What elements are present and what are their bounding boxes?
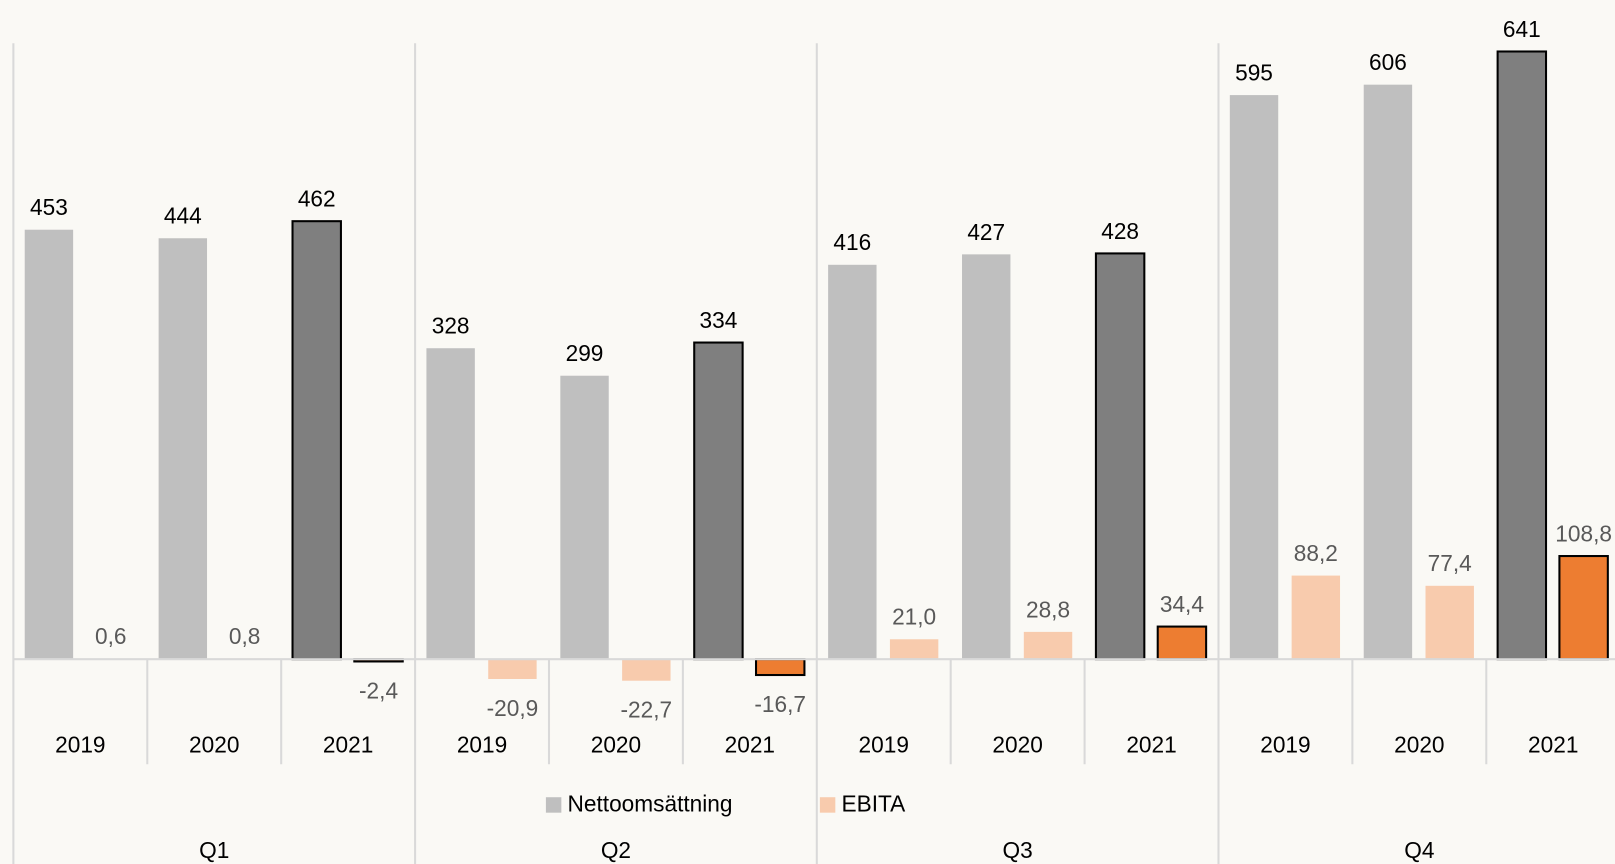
x-tick-label: 2019 <box>1260 732 1310 758</box>
legend-swatch <box>545 797 562 813</box>
bar <box>693 341 744 661</box>
x-tick-label: 2021 <box>725 732 775 758</box>
bar <box>622 659 671 681</box>
data-label: 416 <box>833 229 871 255</box>
x-tick-label: 2020 <box>189 732 239 758</box>
data-label: 453 <box>30 194 68 220</box>
bar <box>426 348 475 660</box>
bar <box>1363 84 1413 660</box>
group-label: Q4 <box>1404 837 1434 863</box>
data-label: 77,4 <box>1428 550 1472 576</box>
data-label: 28,8 <box>1026 596 1070 622</box>
plot: 453 444 462 328 299 334 416 427 428 595 606 641 0,6 0… <box>12 16 1615 864</box>
bar <box>1496 50 1548 661</box>
data-label: 428 <box>1101 218 1139 244</box>
legend-label: EBITA <box>842 790 907 816</box>
bar <box>1425 585 1474 660</box>
bar <box>560 375 609 660</box>
bar <box>488 659 537 680</box>
bar <box>889 639 939 660</box>
data-label: 462 <box>298 186 336 212</box>
bar <box>962 254 1011 660</box>
bar <box>291 220 342 661</box>
data-label: 0,6 <box>95 623 127 649</box>
data-label: 334 <box>700 307 738 333</box>
data-label: 0,8 <box>229 623 260 649</box>
x-tick-label: 2020 <box>1394 732 1444 758</box>
x-tick-label: 2020 <box>992 732 1042 758</box>
data-label: 328 <box>432 313 470 339</box>
bar <box>1229 95 1279 660</box>
data-label: 299 <box>566 340 604 366</box>
group-label: Q2 <box>601 837 631 863</box>
group-label: Q3 <box>1003 837 1033 863</box>
bar <box>1558 555 1609 661</box>
data-label: -2,4 <box>359 677 398 703</box>
bar <box>24 229 74 660</box>
bar <box>1023 631 1073 660</box>
x-tick-label: 2019 <box>457 732 507 758</box>
x-tick-label: 2019 <box>859 732 909 758</box>
bar <box>1156 625 1208 661</box>
x-tick-label: 2019 <box>55 732 105 758</box>
group-label: Q1 <box>199 837 229 863</box>
data-label: 427 <box>967 219 1005 245</box>
data-label: 606 <box>1369 49 1407 75</box>
legend-swatch <box>819 797 836 813</box>
x-tick-label: 2021 <box>323 732 373 758</box>
data-label: 88,2 <box>1294 540 1338 566</box>
x-tick-label: 2020 <box>591 732 641 758</box>
legend-label: Nettoomsättning <box>568 790 733 816</box>
x-tick-label: 2021 <box>1528 732 1578 758</box>
data-label: 641 <box>1503 16 1541 42</box>
bar <box>158 238 208 660</box>
bar <box>1291 575 1341 660</box>
data-label: 34,4 <box>1160 591 1204 617</box>
data-label: 21,0 <box>892 604 936 630</box>
x-tick-label: 2021 <box>1126 732 1176 758</box>
data-label: -22,7 <box>621 697 673 723</box>
data-label: 595 <box>1235 59 1273 85</box>
bar <box>828 264 877 660</box>
data-label: -16,7 <box>754 691 806 717</box>
data-label: -20,9 <box>487 695 539 721</box>
bar <box>754 658 806 677</box>
data-label: 108,8 <box>1555 520 1612 546</box>
bar <box>1094 252 1146 661</box>
data-label: 444 <box>164 203 202 229</box>
